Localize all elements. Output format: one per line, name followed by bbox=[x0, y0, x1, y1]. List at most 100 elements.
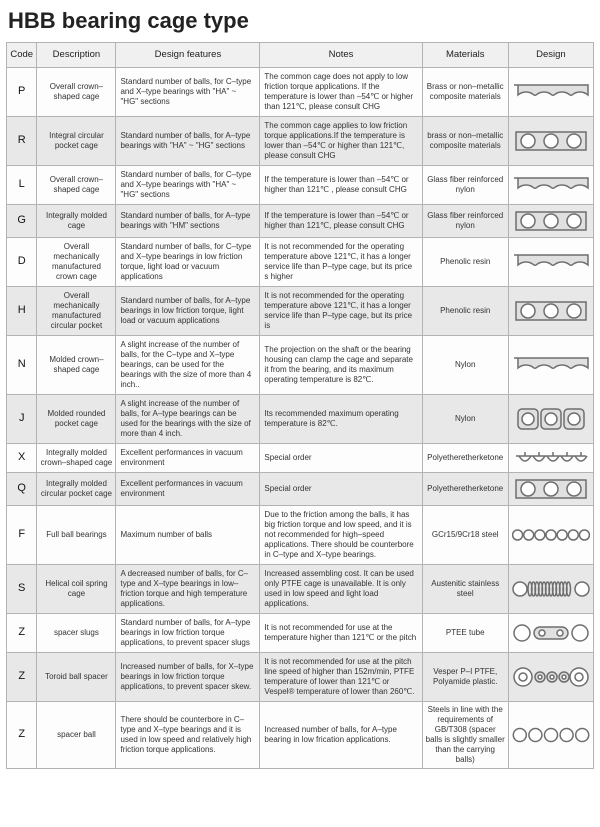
table-row: RIntegral circular pocket cageStandard n… bbox=[7, 116, 594, 165]
cell-description: Integrally molded cage bbox=[37, 204, 116, 237]
cell-notes: If the temperature is lower than –54℃ or… bbox=[260, 165, 422, 204]
cell-design-icon bbox=[508, 472, 593, 505]
table-row: JMolded rounded pocket cageA slight incr… bbox=[7, 394, 594, 443]
cell-materials: Phenolic resin bbox=[422, 286, 508, 335]
cell-design-icon bbox=[508, 335, 593, 394]
page-title: HBB bearing cage type bbox=[8, 8, 594, 34]
cell-code: Z bbox=[7, 701, 37, 768]
cell-code: Z bbox=[7, 652, 37, 701]
cell-code: H bbox=[7, 286, 37, 335]
cell-code: S bbox=[7, 564, 37, 613]
cell-materials: Phenolic resin bbox=[422, 237, 508, 286]
cell-materials: PTEE tube bbox=[422, 613, 508, 652]
cell-description: Helical coil spring cage bbox=[37, 564, 116, 613]
cell-notes: The projection on the shaft or the beari… bbox=[260, 335, 422, 394]
cell-features: A decreased number of balls, for C–type … bbox=[116, 564, 260, 613]
cell-design-icon bbox=[508, 165, 593, 204]
table-row: FFull ball bearingsMaximum number of bal… bbox=[7, 505, 594, 564]
cell-code: N bbox=[7, 335, 37, 394]
table-header-row: CodeDescriptionDesign featuresNotesMater… bbox=[7, 43, 594, 68]
table-row: GIntegrally molded cageStandard number o… bbox=[7, 204, 594, 237]
table-row: HOverall mechanically manufactured circu… bbox=[7, 286, 594, 335]
cell-code: L bbox=[7, 165, 37, 204]
cell-features: There should be counterbore in C–type an… bbox=[116, 701, 260, 768]
cell-features: Standard number of balls, for C–type and… bbox=[116, 67, 260, 116]
cell-design-icon bbox=[508, 67, 593, 116]
cell-design-icon bbox=[508, 652, 593, 701]
cell-code: Q bbox=[7, 472, 37, 505]
cell-features: Maximum number of balls bbox=[116, 505, 260, 564]
cell-features: Excellent performances in vacuum environ… bbox=[116, 443, 260, 472]
cell-materials: Polyetheretherketone bbox=[422, 443, 508, 472]
cell-features: Standard number of balls, for A–type bea… bbox=[116, 116, 260, 165]
cell-notes: The common cage applies to low friction … bbox=[260, 116, 422, 165]
col-header: Code bbox=[7, 43, 37, 68]
cell-notes: Special order bbox=[260, 443, 422, 472]
table-row: POverall crown–shaped cageStandard numbe… bbox=[7, 67, 594, 116]
cell-notes: It is not recommended for use at the pit… bbox=[260, 652, 422, 701]
cell-features: A slight increase of the number of balls… bbox=[116, 335, 260, 394]
cell-materials: Glass fiber reinforced nylon bbox=[422, 165, 508, 204]
cell-notes: Its recommended maximum operating temper… bbox=[260, 394, 422, 443]
cell-design-icon bbox=[508, 443, 593, 472]
cell-design-icon bbox=[508, 394, 593, 443]
cell-description: Full ball bearings bbox=[37, 505, 116, 564]
cell-description: Overall crown–shaped cage bbox=[37, 67, 116, 116]
cell-code: F bbox=[7, 505, 37, 564]
cell-description: spacer ball bbox=[37, 701, 116, 768]
cell-description: Toroid ball spacer bbox=[37, 652, 116, 701]
col-header: Design bbox=[508, 43, 593, 68]
cell-description: Molded crown–shaped cage bbox=[37, 335, 116, 394]
cell-materials: Steels in line with the requirements of … bbox=[422, 701, 508, 768]
cell-materials: Nylon bbox=[422, 394, 508, 443]
cell-description: Integrally molded circular pocket cage bbox=[37, 472, 116, 505]
cell-features: Excellent performances in vacuum environ… bbox=[116, 472, 260, 505]
cell-materials: GCr15/9Cr18 steel bbox=[422, 505, 508, 564]
cell-features: A slight increase of the number of balls… bbox=[116, 394, 260, 443]
table-row: ZToroid ball spacerIncreased number of b… bbox=[7, 652, 594, 701]
table-row: DOverall mechanically manufactured crown… bbox=[7, 237, 594, 286]
col-header: Design features bbox=[116, 43, 260, 68]
table-row: Zspacer ballThere should be counterbore … bbox=[7, 701, 594, 768]
cell-design-icon bbox=[508, 564, 593, 613]
cell-notes: Special order bbox=[260, 472, 422, 505]
cell-design-icon bbox=[508, 613, 593, 652]
cell-description: Integrally molded crown–shaped cage bbox=[37, 443, 116, 472]
table-row: LOverall crown–shaped cageStandard numbe… bbox=[7, 165, 594, 204]
cell-code: R bbox=[7, 116, 37, 165]
table-row: QIntegrally molded circular pocket cageE… bbox=[7, 472, 594, 505]
cell-materials: Glass fiber reinforced nylon bbox=[422, 204, 508, 237]
table-row: Zspacer slugsStandard number of balls, f… bbox=[7, 613, 594, 652]
cell-materials: Polyetheretherketone bbox=[422, 472, 508, 505]
cell-description: spacer slugs bbox=[37, 613, 116, 652]
cell-code: J bbox=[7, 394, 37, 443]
cell-materials: brass or non–metallic composite material… bbox=[422, 116, 508, 165]
cell-design-icon bbox=[508, 701, 593, 768]
cell-materials: Vesper P–I PTFE, Polyamide plastic. bbox=[422, 652, 508, 701]
cell-notes: It is not recommended for the operating … bbox=[260, 237, 422, 286]
cell-description: Integral circular pocket cage bbox=[37, 116, 116, 165]
cell-description: Overall mechanically manufactured circul… bbox=[37, 286, 116, 335]
col-header: Notes bbox=[260, 43, 422, 68]
cell-design-icon bbox=[508, 286, 593, 335]
table-row: XIntegrally molded crown–shaped cageExce… bbox=[7, 443, 594, 472]
cell-features: Standard number of balls, for A–type bea… bbox=[116, 204, 260, 237]
cage-type-table: CodeDescriptionDesign featuresNotesMater… bbox=[6, 42, 594, 769]
cell-code: D bbox=[7, 237, 37, 286]
cell-code: Z bbox=[7, 613, 37, 652]
cell-materials: Austenitic stainless steel bbox=[422, 564, 508, 613]
cell-code: P bbox=[7, 67, 37, 116]
cell-features: Standard number of balls, for C–type and… bbox=[116, 165, 260, 204]
cell-notes: Increased number of balls, for A–type be… bbox=[260, 701, 422, 768]
cell-notes: The common cage does not apply to low fr… bbox=[260, 67, 422, 116]
cell-materials: Nylon bbox=[422, 335, 508, 394]
cell-features: Increased number of balls, for X–type be… bbox=[116, 652, 260, 701]
cell-description: Molded rounded pocket cage bbox=[37, 394, 116, 443]
cell-design-icon bbox=[508, 204, 593, 237]
cell-materials: Brass or non–metallic composite material… bbox=[422, 67, 508, 116]
cell-code: X bbox=[7, 443, 37, 472]
cell-features: Standard number of balls, for A–type bea… bbox=[116, 613, 260, 652]
cell-features: Standard number of balls, for C–type and… bbox=[116, 237, 260, 286]
cell-description: Overall crown–shaped cage bbox=[37, 165, 116, 204]
table-row: NMolded crown–shaped cageA slight increa… bbox=[7, 335, 594, 394]
